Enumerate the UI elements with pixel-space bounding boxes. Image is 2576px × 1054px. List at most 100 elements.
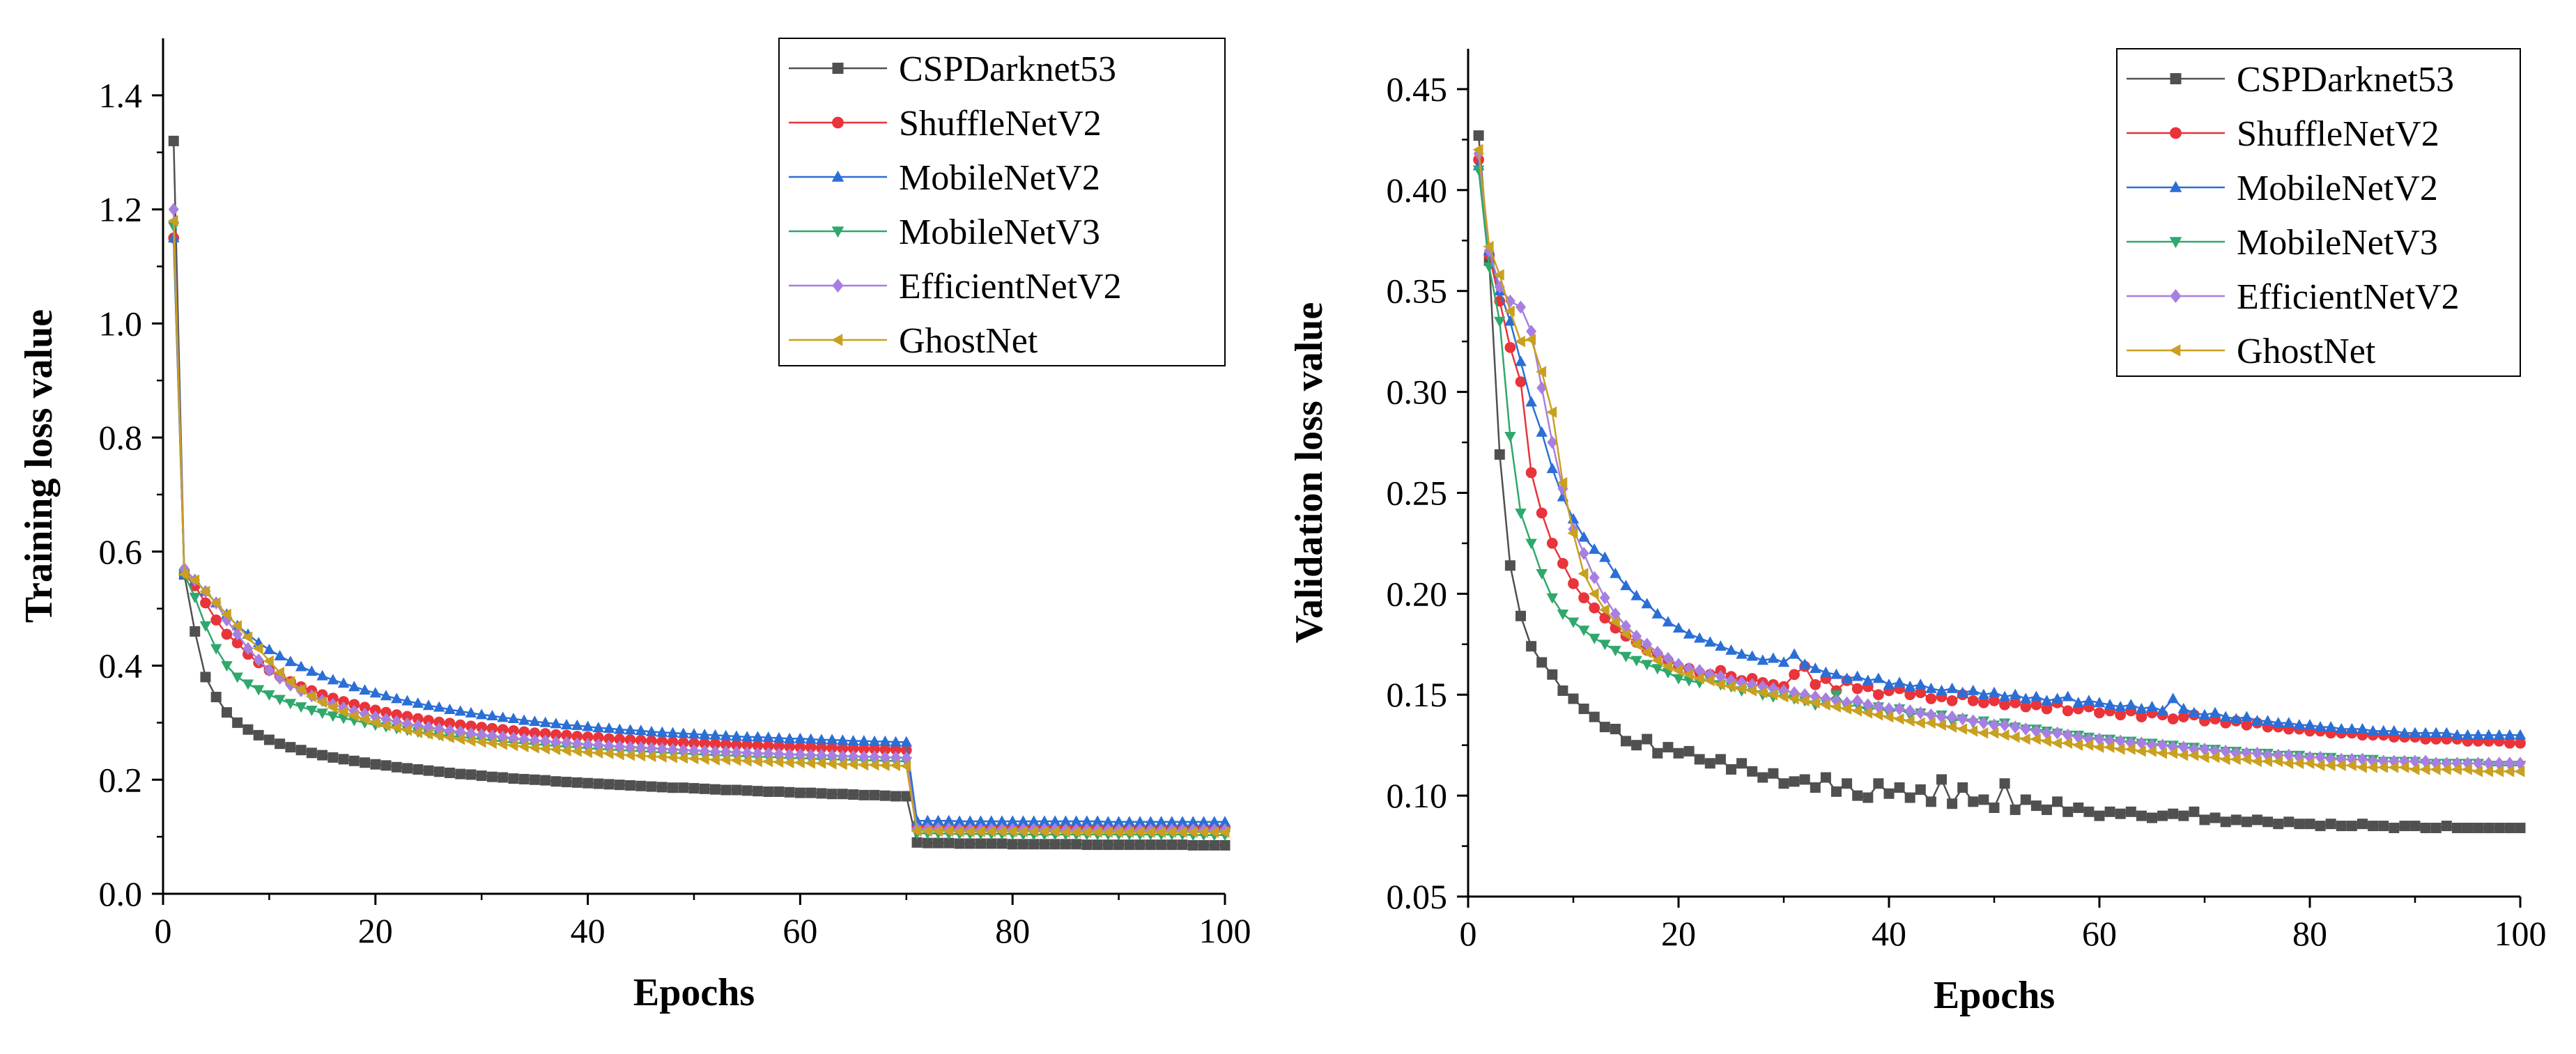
- data-point: [2083, 806, 2095, 817]
- data-point: [794, 787, 805, 798]
- data-point: [2472, 729, 2484, 740]
- data-point: [2389, 822, 2400, 833]
- data-point: [2304, 757, 2315, 770]
- legend-item: GhostNet: [2127, 332, 2376, 371]
- series-line: [1477, 165, 2520, 736]
- data-point: [571, 731, 583, 742]
- data-point: [1904, 792, 1915, 803]
- y-tick-label: 0.45: [1387, 70, 1448, 109]
- data-point: [433, 716, 445, 728]
- data-point: [1599, 551, 1611, 562]
- data-point: [2336, 722, 2347, 734]
- series-ghostnet: [167, 215, 1230, 838]
- data-point: [1788, 692, 1799, 705]
- data-point: [1725, 644, 1737, 655]
- data-point: [210, 692, 222, 703]
- data-point: [1536, 657, 1548, 668]
- data-point: [1007, 839, 1018, 850]
- data-point: [518, 741, 529, 753]
- data-point: [2241, 816, 2252, 828]
- data-point: [783, 757, 794, 768]
- data-point: [316, 708, 328, 720]
- data-point: [2241, 719, 2253, 731]
- data-point: [2114, 743, 2125, 755]
- data-point: [592, 731, 604, 743]
- data-point: [815, 757, 826, 769]
- data-point: [1102, 826, 1113, 838]
- legend-swatch-marker: [832, 279, 844, 293]
- data-point: [199, 585, 210, 598]
- data-point: [2230, 713, 2242, 724]
- data-point: [2167, 713, 2179, 724]
- data-point: [1967, 725, 1978, 737]
- data-point: [1842, 778, 1853, 789]
- legend-swatch-marker: [2169, 180, 2182, 192]
- data-point: [2398, 761, 2409, 773]
- data-point: [497, 711, 509, 722]
- data-point: [1747, 766, 1758, 777]
- data-point: [2272, 755, 2283, 768]
- data-point: [2062, 728, 2074, 742]
- data-point: [2441, 821, 2452, 832]
- data-point: [1028, 839, 1040, 850]
- data-point: [497, 738, 508, 750]
- legend-item: CSPDarknet53: [2127, 60, 2454, 100]
- data-point: [847, 743, 859, 754]
- data-point: [274, 695, 286, 706]
- data-point: [2368, 821, 2379, 832]
- data-point: [794, 732, 806, 743]
- y-tick-label: 0.0: [99, 874, 143, 913]
- data-point: [635, 724, 647, 736]
- data-point: [1610, 723, 1621, 734]
- data-point: [1777, 690, 1789, 703]
- data-point: [953, 826, 964, 838]
- data-point: [1757, 772, 1768, 783]
- data-point: [2219, 753, 2230, 766]
- data-point: [953, 815, 966, 826]
- data-point: [2504, 757, 2515, 770]
- data-point: [2230, 753, 2241, 766]
- data-point: [805, 787, 817, 798]
- data-point: [1578, 568, 1589, 580]
- data-point: [199, 621, 212, 632]
- data-point: [837, 789, 848, 800]
- data-point: [2462, 729, 2474, 740]
- data-point: [190, 626, 201, 637]
- data-point: [550, 776, 562, 787]
- data-point: [1166, 826, 1177, 838]
- data-point: [1610, 567, 1621, 578]
- data-point: [2178, 741, 2189, 754]
- series-cspdarknet53: [168, 135, 1231, 851]
- data-point: [1166, 816, 1178, 827]
- x-tick-label: 100: [1199, 911, 1251, 950]
- data-point: [1494, 449, 1505, 460]
- data-point: [1049, 815, 1061, 826]
- data-point: [178, 568, 189, 580]
- data-point: [762, 741, 774, 752]
- data-point: [1557, 609, 1569, 620]
- data-point: [507, 713, 520, 724]
- data-point: [964, 826, 975, 838]
- data-point: [2136, 711, 2147, 722]
- data-point: [879, 759, 890, 772]
- data-point: [1830, 701, 1841, 713]
- data-point: [720, 729, 732, 741]
- data-point: [2252, 746, 2262, 760]
- y-tick-label: 0.25: [1387, 473, 1448, 512]
- data-point: [2019, 733, 2030, 745]
- data-point: [2198, 708, 2211, 720]
- y-tick-label: 0.35: [1387, 272, 1448, 311]
- data-point: [2324, 759, 2336, 771]
- data-point: [986, 838, 997, 849]
- data-point: [2125, 806, 2136, 817]
- data-point: [2440, 764, 2451, 775]
- data-point: [1546, 463, 1559, 474]
- data-point: [1904, 715, 1915, 727]
- data-point: [1925, 796, 1936, 807]
- data-point: [2366, 761, 2377, 773]
- data-point: [1113, 816, 1125, 827]
- data-point: [1598, 604, 1610, 616]
- data-point: [242, 724, 254, 735]
- data-point: [1957, 782, 1968, 793]
- data-point: [1725, 681, 1736, 692]
